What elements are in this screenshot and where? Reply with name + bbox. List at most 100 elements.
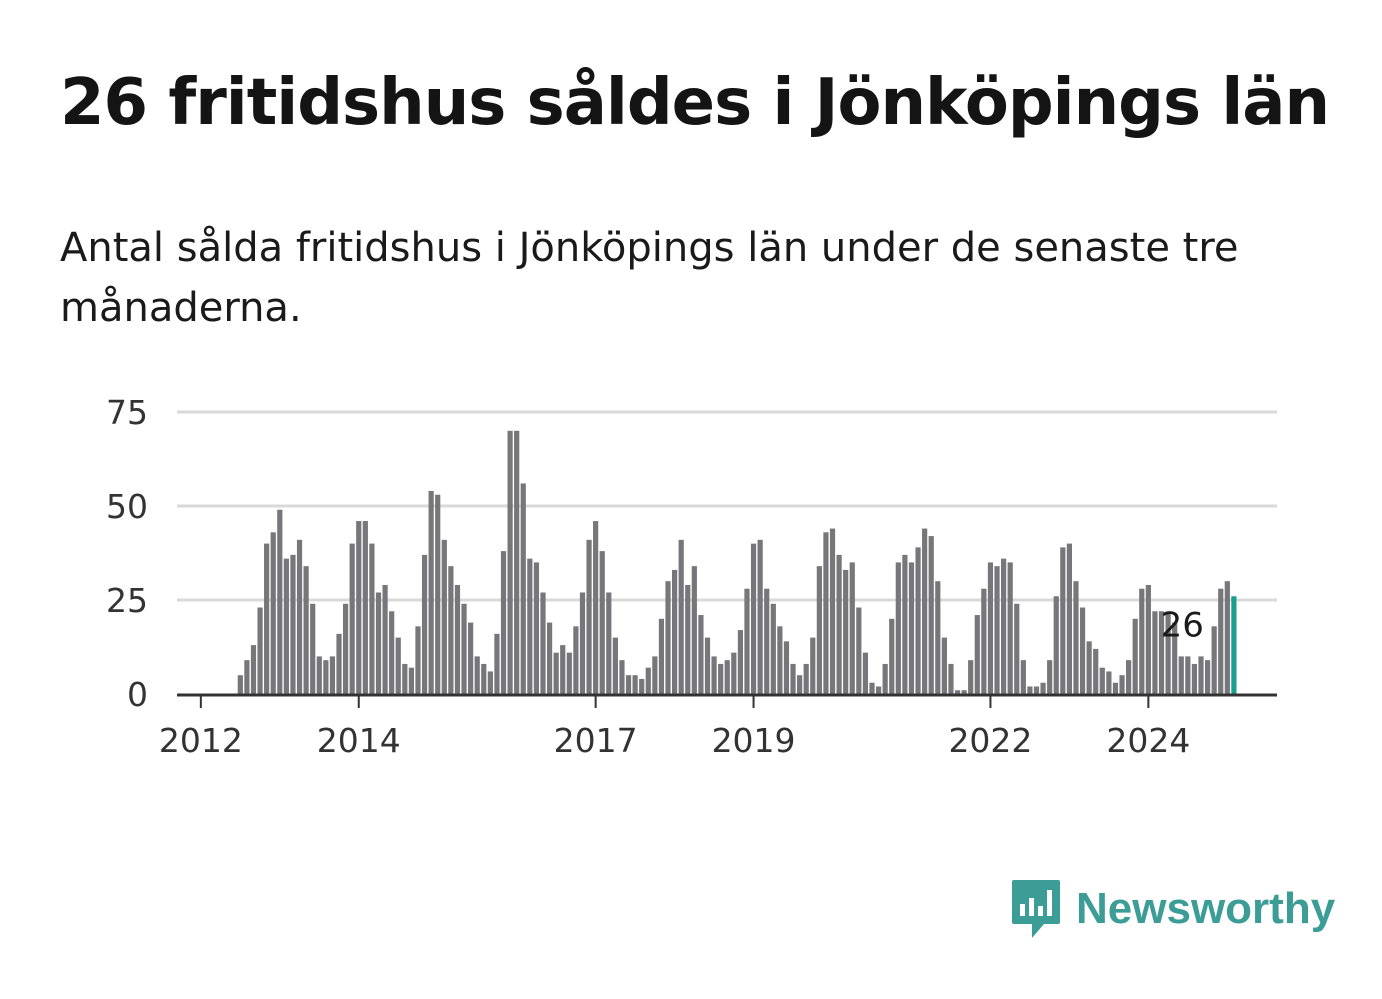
bar	[402, 663, 408, 694]
bar	[829, 528, 836, 694]
bar	[1086, 641, 1092, 694]
bar	[349, 543, 355, 694]
bar	[1060, 547, 1066, 694]
bar	[691, 566, 697, 694]
bar	[974, 615, 980, 694]
last-value-label: 26	[1161, 605, 1204, 645]
bar	[1132, 618, 1138, 694]
bar	[1172, 622, 1178, 694]
x-tick-label: 2022	[948, 721, 1032, 760]
bar	[875, 686, 882, 694]
bar	[606, 592, 612, 694]
bar	[546, 622, 553, 694]
bar	[1040, 682, 1046, 694]
bar	[1093, 648, 1099, 694]
bar	[283, 558, 289, 694]
bar	[685, 584, 691, 694]
bar	[1033, 686, 1040, 694]
bar	[1198, 656, 1204, 694]
x-axis	[177, 693, 1277, 708]
bar	[1112, 682, 1119, 694]
bar	[1218, 588, 1224, 694]
bar	[698, 615, 704, 694]
bar	[1119, 675, 1125, 694]
bar	[678, 539, 684, 694]
bar	[619, 660, 625, 694]
bar	[1053, 596, 1059, 694]
chart-title: 26 fritidshus såldes i Jönköpings län	[60, 66, 1330, 140]
chart-subtitle: Antal sålda fritidshus i Jönköpings län …	[60, 225, 1239, 331]
bar	[264, 543, 270, 694]
bar	[474, 656, 480, 694]
bar	[724, 660, 730, 694]
bar	[843, 569, 849, 694]
bar	[356, 521, 362, 694]
bar	[823, 532, 829, 694]
bar	[895, 562, 901, 694]
bar	[625, 675, 632, 694]
bar	[1126, 660, 1132, 694]
bar	[862, 652, 869, 694]
bar	[579, 592, 586, 694]
bar	[599, 551, 605, 694]
bar	[303, 566, 309, 694]
bar	[1211, 626, 1217, 694]
bar	[586, 539, 592, 694]
bar	[1066, 543, 1072, 694]
bar	[770, 603, 776, 694]
y-tick-label: 75	[106, 393, 148, 432]
bar	[961, 690, 967, 694]
bar	[382, 584, 388, 694]
bar	[1106, 671, 1112, 694]
bar	[1047, 660, 1053, 694]
bar	[777, 626, 783, 694]
bar	[514, 430, 520, 694]
bar	[672, 569, 678, 694]
bar	[1178, 656, 1184, 694]
bar	[1007, 562, 1013, 694]
bar	[750, 543, 757, 694]
bar	[316, 656, 322, 694]
bar	[658, 618, 665, 694]
bar	[1014, 603, 1020, 694]
x-tick-label: 2014	[317, 721, 401, 760]
bar	[310, 603, 316, 694]
bar-highlight	[1231, 596, 1237, 694]
bar	[329, 656, 336, 694]
bar	[389, 611, 395, 694]
bar	[889, 618, 895, 694]
bar	[915, 547, 921, 694]
bars	[237, 430, 1237, 694]
bar	[1020, 660, 1026, 694]
bar	[803, 663, 809, 694]
bar	[553, 652, 559, 694]
newsworthy-logo-icon	[1012, 880, 1060, 938]
bar	[428, 490, 434, 694]
brand-name: Newsworthy	[1076, 884, 1336, 933]
bar	[797, 675, 803, 694]
bar	[1139, 588, 1145, 694]
bar	[336, 633, 342, 694]
bar	[902, 554, 908, 694]
bar	[954, 690, 961, 694]
bar	[922, 528, 928, 694]
bar	[665, 581, 671, 694]
bar	[1073, 581, 1079, 694]
bar	[237, 675, 243, 694]
bar	[639, 678, 645, 694]
bar	[941, 637, 947, 694]
bar	[1165, 611, 1171, 694]
bar	[632, 675, 638, 694]
bar	[408, 667, 414, 694]
bar	[612, 637, 618, 694]
bar	[731, 652, 737, 694]
bar	[395, 637, 401, 694]
bar	[1027, 686, 1033, 694]
bar	[369, 543, 375, 694]
bar	[1152, 611, 1158, 694]
bar	[540, 592, 546, 694]
bar	[981, 588, 987, 694]
bar	[468, 622, 474, 694]
bar	[520, 483, 526, 694]
bar	[257, 607, 263, 694]
